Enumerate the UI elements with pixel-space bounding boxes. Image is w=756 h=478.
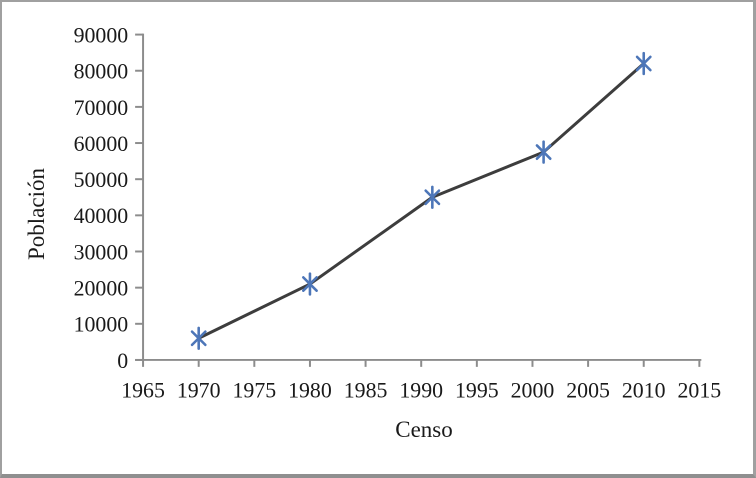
x-tick-label: 1975	[232, 379, 276, 403]
y-tick-label: 50000	[74, 168, 129, 192]
marker-arm	[190, 330, 207, 347]
y-tick-label: 90000	[74, 24, 129, 48]
y-tick-label: 10000	[74, 313, 129, 337]
data-point-marker	[535, 140, 552, 164]
y-tick-label: 80000	[74, 60, 129, 84]
marker-arm	[424, 189, 441, 206]
series-line	[197, 62, 646, 340]
x-tick-label: 1970	[177, 379, 221, 403]
x-tick-label: 2000	[511, 379, 555, 403]
y-tick-label: 40000	[74, 204, 129, 228]
marker-arm	[635, 55, 652, 72]
y-tick-label: 30000	[74, 240, 129, 264]
x-tick-label: 2005	[566, 379, 610, 403]
x-axis-title: Censo	[395, 417, 453, 442]
y-tick-label: 60000	[74, 132, 129, 156]
data-point-marker	[301, 272, 318, 296]
marker-arm	[535, 144, 552, 160]
y-tick-label: 0	[117, 349, 128, 373]
y-tick-label: 20000	[74, 277, 129, 301]
x-tick-label: 1980	[288, 379, 332, 403]
x-tick-label: 2015	[678, 379, 722, 403]
marker-arm	[301, 276, 318, 292]
x-tick-label: 1995	[455, 379, 499, 403]
y-axis-title: Población	[24, 168, 49, 260]
data-point-marker	[190, 326, 207, 350]
x-tick-label: 1985	[344, 379, 388, 403]
x-tick-label: 2010	[622, 379, 666, 403]
data-point-marker	[424, 185, 441, 209]
x-tick-label: 1990	[399, 379, 443, 403]
data-point-marker	[635, 51, 652, 76]
x-tick-label: 1965	[121, 379, 165, 403]
y-tick-label: 70000	[74, 96, 129, 120]
